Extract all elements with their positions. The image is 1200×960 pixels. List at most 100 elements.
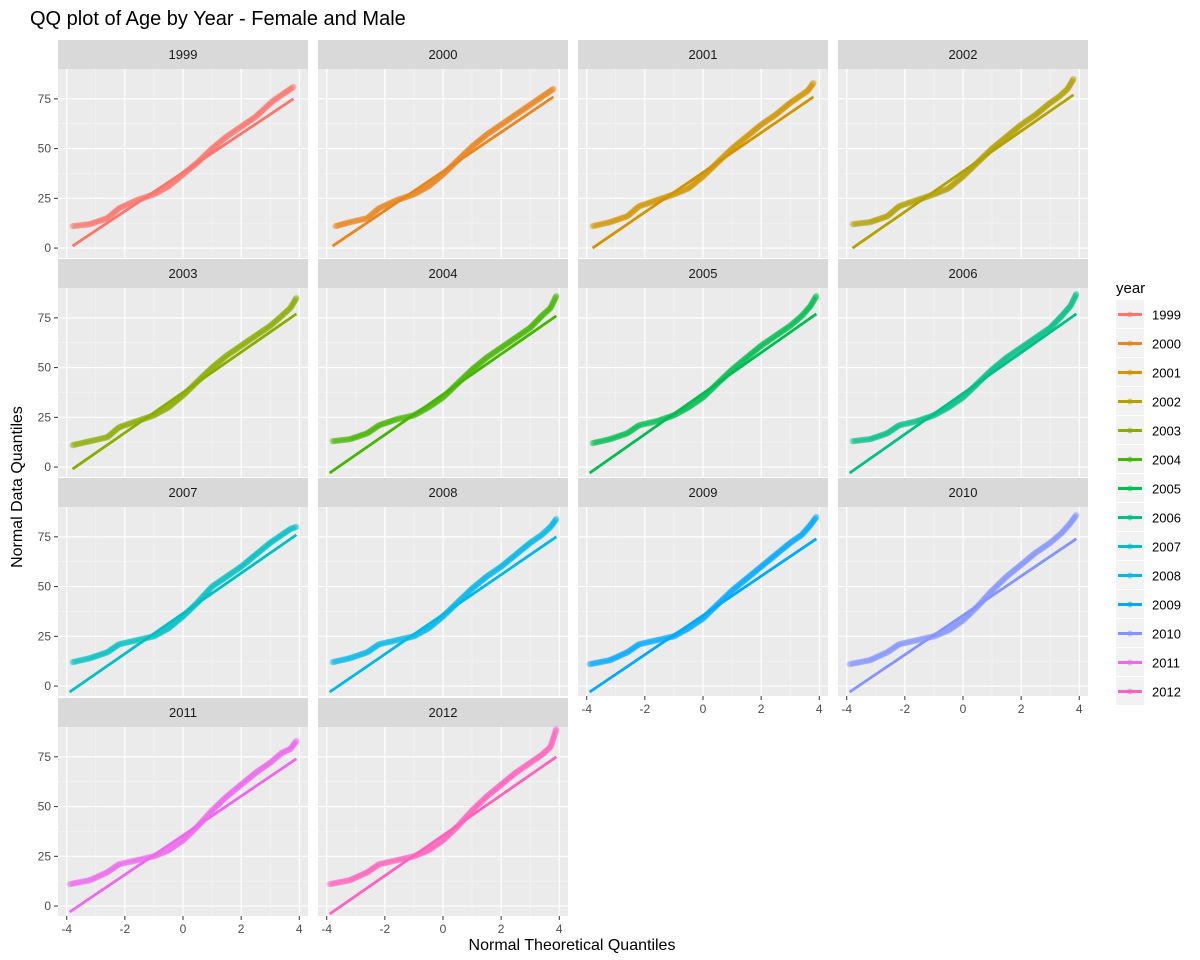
qq-point xyxy=(1029,336,1036,343)
qq-point xyxy=(378,421,385,428)
qq-point xyxy=(599,658,607,665)
qq-point xyxy=(999,357,1007,364)
qq-point xyxy=(133,637,140,644)
qq-point xyxy=(469,142,477,150)
legend-key-point xyxy=(1127,340,1133,347)
qq-point xyxy=(747,129,755,137)
qq-point xyxy=(275,315,282,323)
qq-point xyxy=(1052,319,1059,326)
qq-point xyxy=(272,95,280,103)
qq-point xyxy=(909,198,917,205)
qq-point xyxy=(1015,123,1022,131)
qq-point xyxy=(260,545,267,552)
qq-point xyxy=(646,199,653,206)
qq-point xyxy=(742,576,749,583)
qq-point xyxy=(755,565,762,572)
qq-point xyxy=(888,646,895,653)
qq-point xyxy=(886,211,893,218)
qq-point xyxy=(943,186,950,193)
qq-point xyxy=(1032,334,1039,341)
qq-point xyxy=(343,436,351,443)
qq-point xyxy=(340,436,348,444)
qq-point xyxy=(785,541,792,548)
facet-strip xyxy=(58,259,308,288)
qq-point xyxy=(269,98,276,105)
qq-point xyxy=(229,348,236,355)
qq-point xyxy=(243,559,250,566)
qq-point xyxy=(878,651,886,658)
qq-point xyxy=(253,112,260,120)
legend-key-point xyxy=(1127,427,1133,434)
qq-point xyxy=(1017,121,1025,128)
qq-point xyxy=(595,659,603,666)
qq-point xyxy=(693,178,701,185)
qq-point xyxy=(251,333,258,340)
qq-point xyxy=(537,314,544,321)
qq-point xyxy=(1066,81,1074,89)
qq-point xyxy=(1065,304,1073,311)
facet-strip-label: 2005 xyxy=(689,266,718,281)
qq-point xyxy=(114,641,122,649)
qq-point xyxy=(811,515,819,522)
qq-point xyxy=(471,141,478,148)
qq-point xyxy=(1047,99,1054,107)
qq-point xyxy=(527,100,535,108)
x-tick-label: 4 xyxy=(296,922,303,936)
qq-point xyxy=(1040,105,1047,112)
qq-point xyxy=(751,127,758,134)
qq-point xyxy=(235,344,242,351)
qq-point xyxy=(239,122,247,129)
qq-point xyxy=(611,434,618,441)
qq-point xyxy=(275,314,283,322)
qq-point xyxy=(244,557,252,565)
qq-point xyxy=(1068,299,1076,306)
qq-point xyxy=(1038,330,1045,337)
qq-point xyxy=(212,580,220,588)
qq-point xyxy=(336,437,344,444)
qq-point xyxy=(80,656,87,663)
qq-point xyxy=(645,638,652,646)
qq-point xyxy=(650,418,658,426)
facet-strip xyxy=(838,40,1088,69)
qq-point xyxy=(370,645,377,652)
qq-point xyxy=(540,92,547,99)
qq-point xyxy=(546,88,553,95)
qq-point xyxy=(78,221,85,229)
qq-point xyxy=(597,221,604,228)
qq-point xyxy=(541,529,548,536)
qq-point xyxy=(764,337,772,345)
qq-point xyxy=(121,422,129,429)
qq-point xyxy=(872,654,879,661)
qq-point xyxy=(1036,108,1044,115)
qq-point xyxy=(367,211,375,219)
qq-point xyxy=(809,519,816,526)
qq-point xyxy=(74,440,82,448)
qq-point xyxy=(357,651,364,658)
qq-point xyxy=(1016,345,1023,353)
qq-point xyxy=(961,615,968,623)
qq-point xyxy=(512,111,519,118)
qq-point xyxy=(110,209,117,217)
qq-point xyxy=(892,206,899,213)
qq-point xyxy=(248,555,255,562)
qq-point xyxy=(743,354,750,361)
qq-point xyxy=(429,179,436,187)
facet-panel-2004: 2004 xyxy=(318,259,568,477)
qq-point xyxy=(113,426,120,433)
qq-point xyxy=(164,625,171,633)
qq-point xyxy=(776,329,783,337)
qq-point xyxy=(241,339,249,347)
qq-point xyxy=(624,213,631,220)
qq-point xyxy=(475,579,483,587)
qq-point xyxy=(492,567,499,574)
legend-label: 2003 xyxy=(1152,424,1181,439)
qq-point xyxy=(858,658,866,665)
qq-point xyxy=(89,437,96,444)
qq-point xyxy=(808,82,815,89)
qq-point xyxy=(803,306,811,314)
qq-point xyxy=(741,134,749,142)
qq-point xyxy=(476,137,483,144)
qq-point xyxy=(80,221,88,229)
qq-point xyxy=(621,213,629,221)
qq-point xyxy=(274,316,281,323)
